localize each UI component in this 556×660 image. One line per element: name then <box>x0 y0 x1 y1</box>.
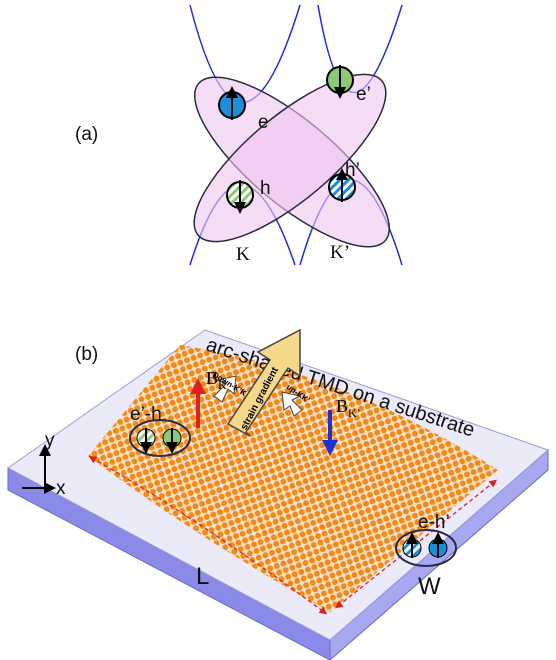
exciton-ellipses <box>171 49 412 273</box>
field-symbol: B <box>336 396 348 416</box>
panel-a: (a) e e’ h h’ K K’ <box>75 5 412 273</box>
dimension-label: L <box>196 563 209 590</box>
valley-label: K <box>236 244 250 265</box>
particle-label: e’ <box>356 84 371 105</box>
particle-label: h <box>260 178 271 199</box>
panel-label: (b) <box>75 344 98 365</box>
panel-b: y x (b) arc-shaped TMD on a substrate st… <box>8 330 548 660</box>
pair-label: e-h’ <box>418 512 450 533</box>
particle-label: h’ <box>345 160 360 181</box>
axis-label: y <box>45 430 55 451</box>
field-subscript: K <box>218 378 227 392</box>
particle-label: e <box>258 112 269 133</box>
figure: (a) e e’ h h’ K K’ y x (b) arc-shaped TM… <box>0 0 556 660</box>
dimension-label: W <box>418 573 441 600</box>
panel-label: (a) <box>75 124 98 145</box>
pair-label: e’-h <box>130 404 162 425</box>
field-subscript: K’ <box>348 406 361 420</box>
axis-label: x <box>56 478 66 499</box>
field-symbol: B <box>206 368 218 388</box>
valley-label: K’ <box>330 242 350 263</box>
